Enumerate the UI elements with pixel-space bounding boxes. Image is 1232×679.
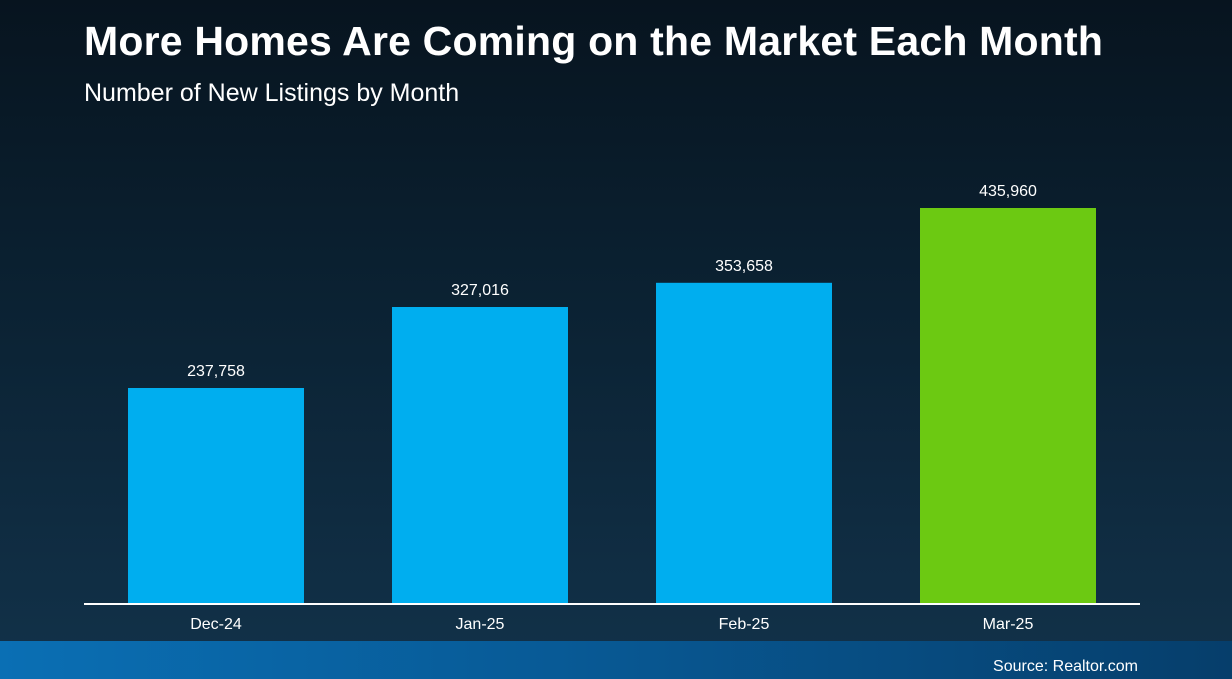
bar-chart: 237,758 Dec-24 327,016 Jan-25 353,658 Feb-25 4… bbox=[128, 183, 1096, 633]
bar-feb-25 bbox=[656, 282, 832, 604]
data-label: 353,658 bbox=[715, 258, 773, 275]
x-tick-label: Feb-25 bbox=[719, 616, 770, 633]
data-label: 237,758 bbox=[187, 363, 245, 380]
x-tick-label: Mar-25 bbox=[983, 616, 1034, 633]
source-credit: Source: Realtor.com bbox=[993, 658, 1138, 675]
chart-title: More Homes Are Coming on the Market Each… bbox=[84, 18, 1104, 64]
bar-mar-25 bbox=[920, 208, 1096, 604]
x-tick-label: Dec-24 bbox=[190, 616, 242, 633]
data-label: 435,960 bbox=[979, 183, 1037, 200]
chart-subtitle: Number of New Listings by Month bbox=[84, 79, 460, 107]
footer-band: Source: Realtor.com bbox=[0, 641, 1232, 679]
data-label: 327,016 bbox=[451, 282, 509, 299]
bar-dec-24 bbox=[128, 388, 304, 604]
bar-jan-25 bbox=[392, 307, 568, 604]
x-tick-label: Jan-25 bbox=[456, 616, 505, 633]
